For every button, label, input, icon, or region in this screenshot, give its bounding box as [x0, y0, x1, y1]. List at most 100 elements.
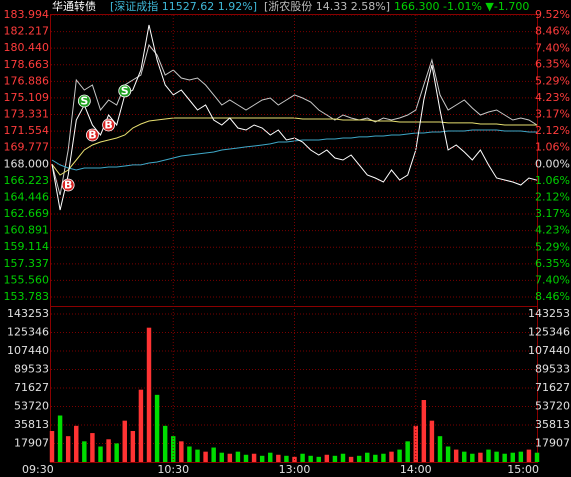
volume-bar: [486, 449, 491, 462]
y-tick-label: 107440: [7, 344, 49, 357]
y-tick-label: 164.446: [4, 190, 50, 203]
volume-bar: [324, 454, 330, 462]
volume-bar: [162, 425, 168, 462]
price-line: [51, 43, 538, 196]
y-tick-label: 17907: [14, 436, 49, 449]
volume-bar: [179, 441, 184, 462]
volume-bar: [82, 441, 87, 462]
signal-label: S: [121, 84, 129, 97]
x-tick-label: 14:00: [400, 463, 432, 476]
signal-marker: [102, 118, 115, 132]
volume-bar: [276, 454, 281, 462]
signal-label: B: [64, 179, 72, 192]
volume-bar: [365, 452, 370, 462]
header-index: [深证成指 11527.62 1.92%]: [110, 0, 257, 13]
volume-bar: [405, 441, 410, 462]
volume-bar: [445, 446, 451, 462]
y2-tick-label: 6.35%: [535, 257, 570, 270]
y2-tick-label: 107440: [528, 344, 570, 357]
volume-bar: [154, 394, 160, 462]
y2-tick-label: 35813: [535, 418, 570, 431]
y-tick-label: 143253: [7, 307, 49, 320]
volume-bar: [90, 433, 95, 462]
y2-tick-label: 7.40%: [535, 41, 570, 54]
volume-bar: [57, 415, 63, 462]
y2-tick-label: 5.29%: [535, 74, 570, 87]
y2-tick-label: 1.06%: [535, 141, 570, 154]
volume-bar: [284, 455, 289, 462]
y-tick-label: 171.554: [4, 124, 50, 137]
y-tick-label: 89533: [14, 363, 49, 376]
y-tick-label: 53720: [14, 399, 49, 412]
volume-bar: [130, 431, 136, 462]
y-tick-label: 180.440: [4, 41, 50, 54]
volume-bar: [65, 436, 71, 462]
volume-bar: [195, 449, 200, 462]
y2-tick-label: 4.23%: [535, 91, 570, 104]
volume-bar: [316, 456, 321, 462]
y2-tick-label: 5.29%: [535, 240, 570, 253]
volume-bar: [397, 449, 402, 462]
header-stock: [浙农股份 14.33 2.58%]: [264, 0, 390, 13]
y2-tick-label: 71627: [535, 381, 570, 394]
y-tick-label: 155.560: [4, 273, 50, 286]
volume-bar: [122, 420, 127, 462]
volume-bar: [187, 446, 192, 462]
volume-bar: [453, 449, 459, 462]
x-tick-label: 13:00: [279, 463, 311, 476]
volume-bar: [510, 452, 515, 462]
volume-bar: [534, 452, 540, 462]
y-tick-label: 168.000: [4, 157, 50, 170]
signal-label: B: [104, 119, 112, 132]
volume-bar: [259, 455, 265, 462]
y-tick-label: 166.223: [4, 174, 50, 187]
y-tick-label: 162.669: [4, 207, 50, 220]
volume-bar: [502, 453, 507, 462]
y-tick-label: 182.217: [4, 25, 50, 38]
header-name: 华通转债: [52, 0, 96, 13]
volume-bar: [227, 453, 233, 462]
signal-marker: [118, 84, 132, 98]
volume-bar: [437, 436, 443, 462]
y-tick-label: 160.891: [4, 224, 50, 237]
y2-tick-label: 125346: [528, 326, 570, 339]
y-tick-label: 176.886: [4, 74, 50, 87]
y2-tick-label: 89533: [535, 363, 570, 376]
y2-tick-label: 7.40%: [535, 273, 570, 286]
y-tick-label: 35813: [14, 418, 49, 431]
volume-bar: [219, 452, 224, 462]
volume-bar: [49, 431, 55, 462]
signal-marker: [61, 178, 75, 192]
y2-tick-label: 3.17%: [535, 108, 570, 121]
y2-tick-label: 2.12%: [535, 124, 570, 137]
volume-bar: [526, 449, 532, 462]
volume-bar: [146, 327, 152, 462]
volume-bar: [308, 455, 313, 462]
y-tick-label: 71627: [14, 381, 49, 394]
x-tick-label: 09:30: [22, 463, 54, 476]
y-tick-label: 159.114: [4, 240, 50, 253]
volume-bar: [235, 451, 241, 462]
volume-bar: [203, 451, 208, 462]
volume-bar: [171, 436, 176, 462]
volume-bar: [106, 439, 111, 462]
signal-marker: [86, 128, 99, 142]
signal-marker: [77, 94, 91, 108]
volume-bar: [74, 425, 79, 462]
volume-bar: [356, 455, 362, 462]
x-tick-label: 10:30: [157, 463, 189, 476]
volume-bar: [470, 453, 475, 462]
y2-tick-label: 8.46%: [535, 25, 570, 38]
volume-bar: [138, 389, 144, 462]
y-tick-label: 173.331: [4, 108, 50, 121]
volume-bar: [340, 453, 346, 462]
volume-bar: [413, 425, 418, 462]
y-tick-label: 153.783: [4, 290, 50, 303]
y2-tick-label: 2.12%: [535, 191, 570, 204]
y-tick-label: 175.109: [4, 91, 50, 104]
y2-tick-label: 3.17%: [535, 207, 570, 220]
volume-bar: [494, 451, 499, 462]
volume-bar: [243, 454, 249, 462]
